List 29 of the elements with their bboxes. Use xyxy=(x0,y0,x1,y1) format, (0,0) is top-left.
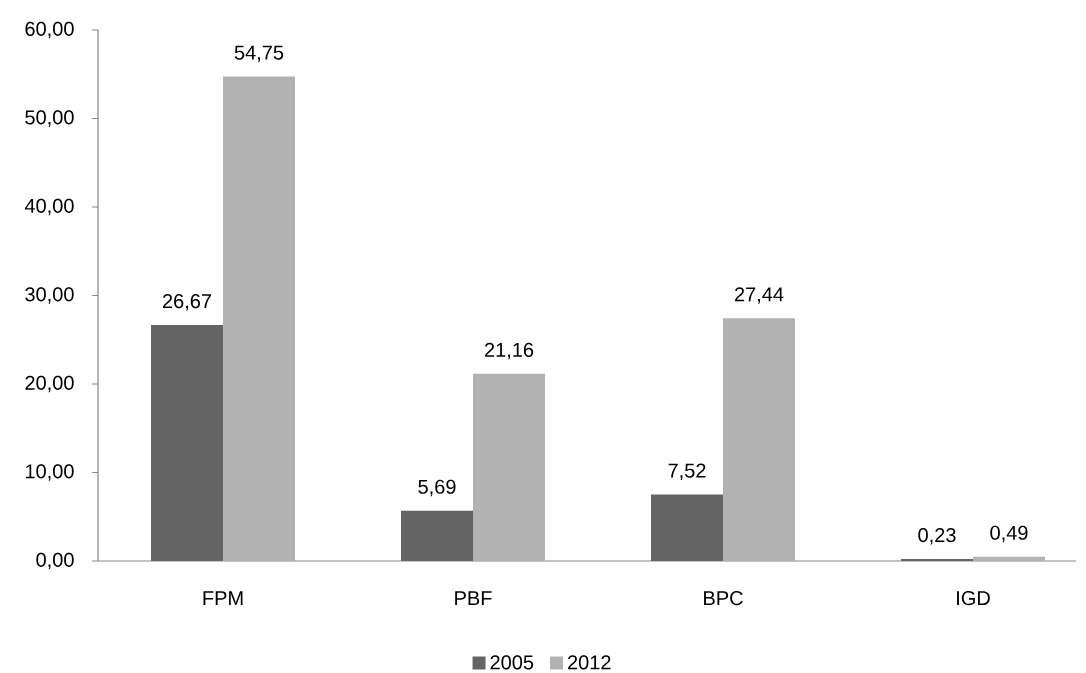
data-label: 0,49 xyxy=(990,525,1028,543)
bar xyxy=(151,324,223,561)
legend-label: 2005 xyxy=(490,655,534,670)
data-label: 0,23 xyxy=(918,528,956,545)
x-tick-label: IGD xyxy=(957,591,990,606)
x-tick-label: PBF xyxy=(455,591,492,605)
y-tick-label: 30,00 xyxy=(25,287,74,304)
bar xyxy=(723,318,796,561)
data-label: 26,67 xyxy=(162,294,212,311)
y-tick-label: 10,00 xyxy=(25,464,74,481)
bar xyxy=(901,558,974,561)
data-label: 7,52 xyxy=(668,463,706,481)
y-tick-label: 60,00 xyxy=(25,21,74,39)
legend-label: 2012 xyxy=(568,655,611,670)
data-label: 27,44 xyxy=(734,287,784,304)
data-label: 5,69 xyxy=(418,479,456,497)
y-tick-label: 40,00 xyxy=(24,198,74,216)
x-tick-label: BPC xyxy=(704,591,743,606)
bar xyxy=(223,76,295,561)
bar xyxy=(401,510,473,561)
y-tick-label: 20,00 xyxy=(25,375,74,393)
data-label: 54,75 xyxy=(234,45,284,63)
y-tick-label: 50,00 xyxy=(25,110,74,127)
x-tick-label: FPM xyxy=(203,591,243,605)
bar xyxy=(973,556,1046,561)
bar xyxy=(651,494,724,561)
y-tick-label: 0,00 xyxy=(36,552,74,570)
data-label: 21,16 xyxy=(484,342,534,360)
bar xyxy=(473,373,545,561)
